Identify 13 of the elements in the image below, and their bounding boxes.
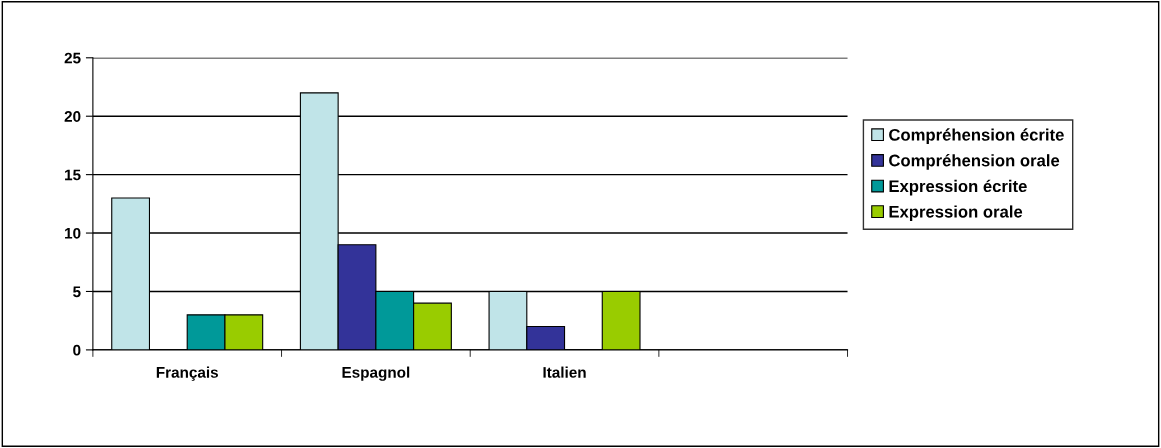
x-tick-label: Espagnol [342,366,410,381]
x-tick-label: Français [156,366,219,381]
y-tick-label: 15 [65,169,81,181]
legend-label: Expression orale [889,205,1023,221]
y-tick-label: 25 [64,52,81,64]
legend-label: Expression écrite [889,179,1027,196]
legend-label: Compréhension écrite [889,128,1064,145]
y-tick-label: 20 [64,111,81,122]
y-tick-label: 5 [73,286,81,298]
y-tick-label: 0 [73,344,81,356]
x-tick-label: Italien [543,366,586,378]
legend-label: Compréhension orale [889,154,1060,170]
y-tick-label: 10 [65,227,81,239]
